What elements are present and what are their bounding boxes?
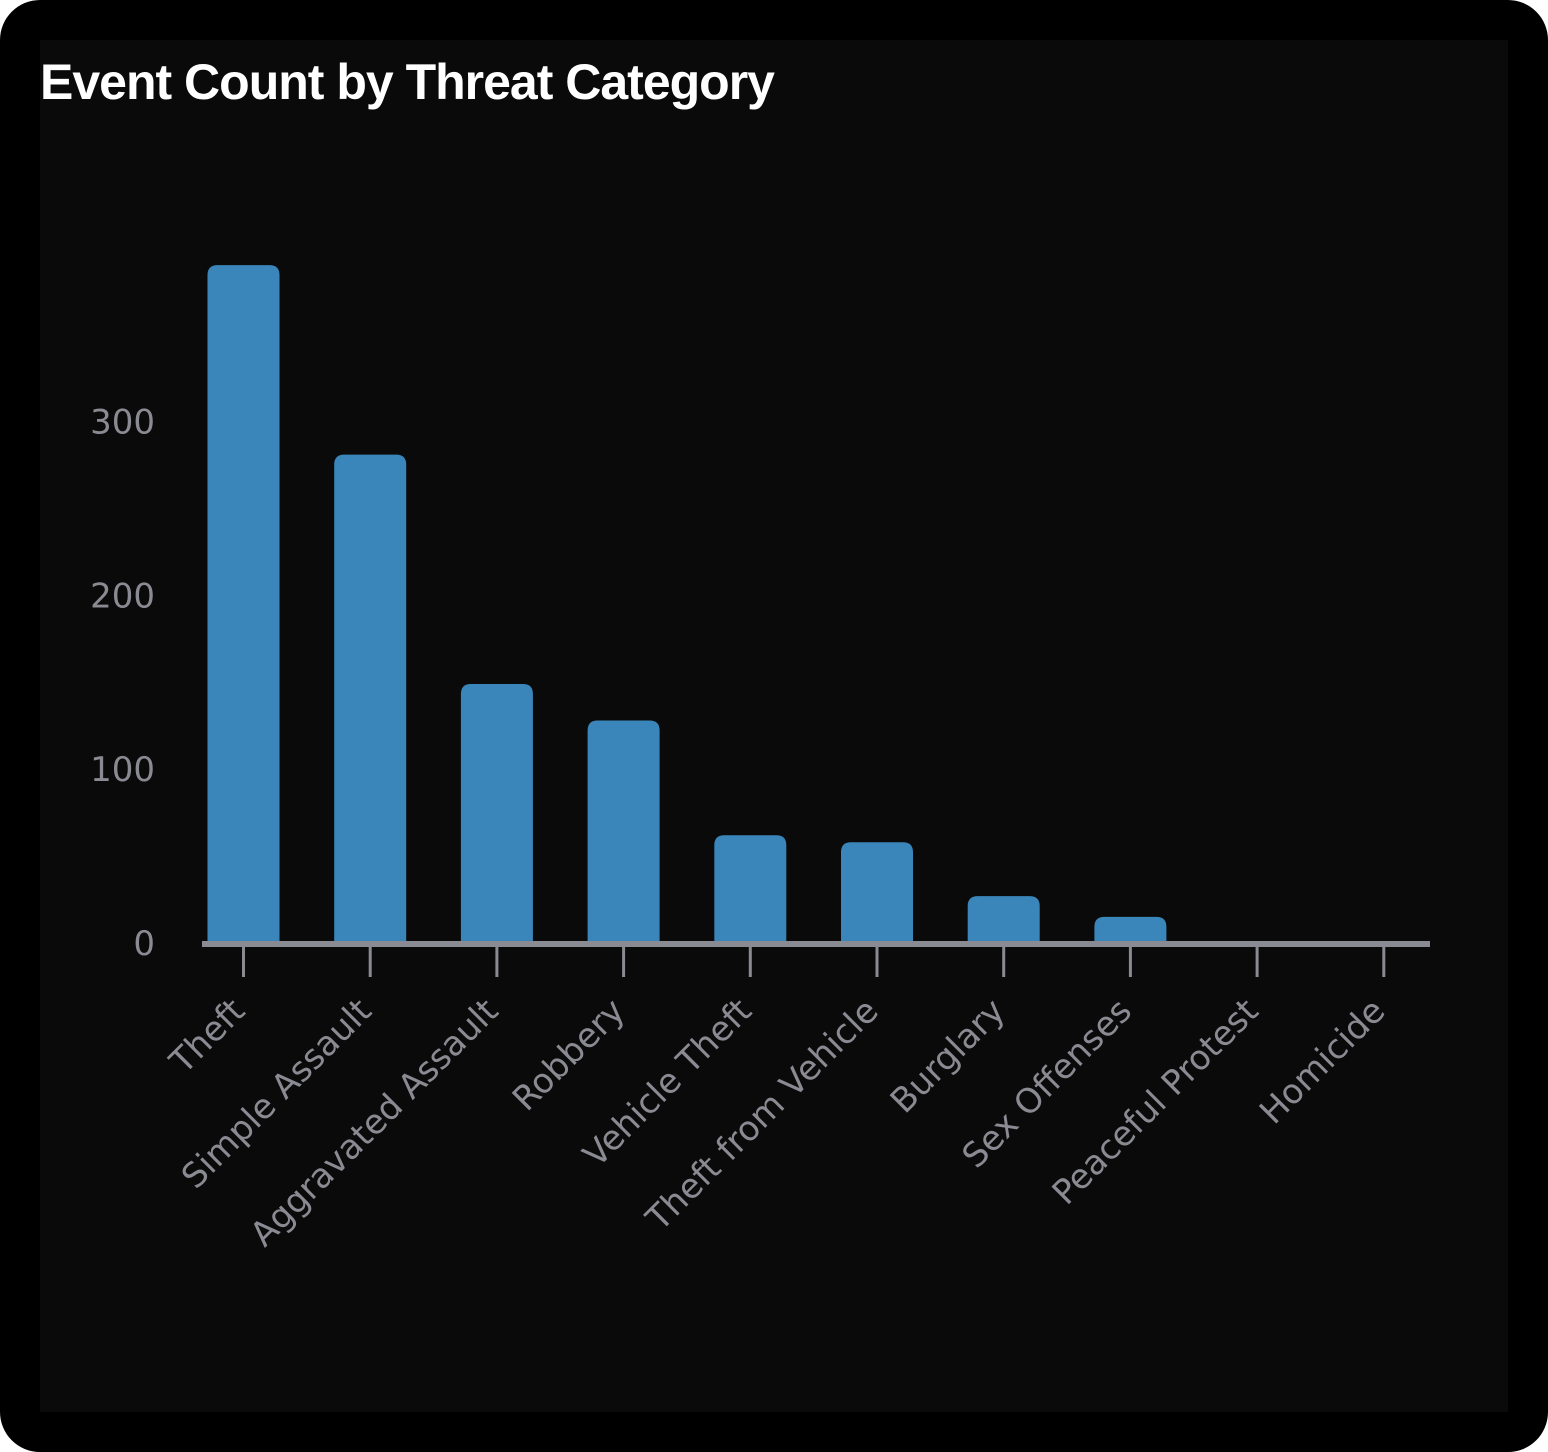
x-tick-label: Burglary <box>883 991 1013 1121</box>
y-tick-label: 100 <box>90 750 155 790</box>
bar-robbery <box>587 720 660 943</box>
x-tick-label: Theft from Vehicle <box>638 991 886 1239</box>
y-tick-label: 0 <box>133 924 155 964</box>
bar-vehicle-theft <box>714 835 787 943</box>
bar-theft-from-vehicle <box>841 842 913 943</box>
bar-burglary <box>967 896 1040 943</box>
chart-title: Event Count by Threat Category <box>40 54 775 110</box>
x-tick-label: Theft <box>162 991 253 1082</box>
bar-simple-assault <box>334 454 407 943</box>
bar-theft <box>207 265 280 943</box>
y-axis-ticks: 0 100 200 300 <box>90 403 155 964</box>
bar-sex-offenses <box>1094 916 1167 943</box>
y-tick-label: 300 <box>90 403 155 443</box>
x-axis-ticks <box>242 947 1386 977</box>
x-tick-label: Aggravated Assault <box>243 991 507 1255</box>
bars-group <box>207 265 1420 943</box>
bar-aggravated-assault <box>460 684 533 943</box>
y-tick-label: 200 <box>90 576 155 616</box>
x-tick-label: Homicide <box>1252 991 1393 1132</box>
x-tick-label: Robbery <box>505 991 633 1119</box>
chart-panel: Event Count by Threat Category 0 100 200 30… <box>40 40 1508 1412</box>
